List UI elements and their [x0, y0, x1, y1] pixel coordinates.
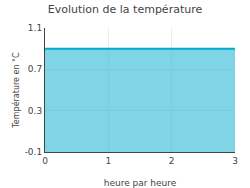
svg-text:Evolution de la température: Evolution de la température	[48, 3, 203, 16]
svg-text:0: 0	[42, 156, 48, 166]
svg-text:heure par heure: heure par heure	[104, 178, 177, 188]
svg-text:Température en °C: Température en °C	[11, 52, 21, 129]
svg-text:0.3: 0.3	[28, 106, 42, 116]
svg-text:2: 2	[169, 156, 175, 166]
svg-text:1.1: 1.1	[28, 23, 42, 33]
svg-text:3: 3	[232, 156, 238, 166]
svg-text:1: 1	[105, 156, 111, 166]
svg-text:0.7: 0.7	[28, 64, 42, 74]
svg-text:-0.1: -0.1	[25, 147, 43, 157]
